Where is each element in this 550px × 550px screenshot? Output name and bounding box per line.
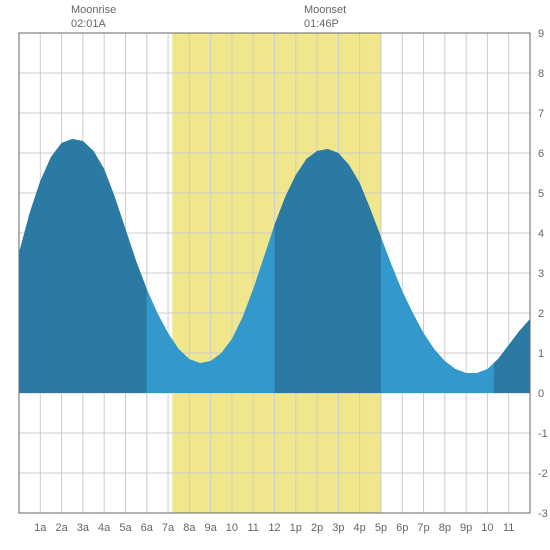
x-tick-label: 10 (481, 522, 493, 534)
x-tick-label: 2a (55, 522, 68, 534)
y-tick-label: 9 (538, 28, 544, 40)
x-tick-label: 9a (205, 522, 218, 534)
chart-svg: -3-2-101234567891a2a3a4a5a6a7a8a9a101112… (0, 0, 550, 550)
x-tick-label: 2p (311, 522, 323, 534)
x-tick-label: 1p (290, 522, 302, 534)
y-tick-label: 7 (538, 108, 544, 120)
y-tick-label: 1 (538, 348, 544, 360)
y-tick-label: 2 (538, 308, 544, 320)
x-tick-label: 1a (34, 522, 47, 534)
x-tick-label: 8p (439, 522, 451, 534)
moonset-label: Moonset 01:46P (304, 3, 346, 32)
y-tick-label: -3 (538, 508, 548, 520)
x-tick-label: 7p (417, 522, 429, 534)
x-tick-label: 12 (268, 522, 280, 534)
x-tick-label: 11 (503, 522, 514, 534)
moonrise-time: 02:01A (71, 18, 106, 30)
y-tick-label: 3 (538, 268, 544, 280)
moonset-title: Moonset (304, 4, 346, 16)
y-tick-label: 6 (538, 148, 544, 160)
y-tick-label: 8 (538, 68, 544, 80)
tide-chart: Moonrise 02:01A Moonset 01:46P -3-2-1012… (0, 0, 550, 550)
x-tick-label: 4p (354, 522, 366, 534)
x-tick-label: 5p (375, 522, 387, 534)
x-tick-label: 5a (119, 522, 132, 534)
y-tick-label: 4 (538, 228, 544, 240)
x-tick-label: 10 (226, 522, 238, 534)
y-tick-label: 0 (538, 388, 544, 400)
x-tick-label: 4a (98, 522, 111, 534)
x-tick-label: 6a (141, 522, 154, 534)
x-tick-label: 7a (162, 522, 175, 534)
x-tick-label: 11 (247, 522, 258, 534)
y-tick-label: -2 (538, 468, 548, 480)
y-tick-label: 5 (538, 188, 544, 200)
moonrise-label: Moonrise 02:01A (71, 3, 116, 32)
x-tick-label: 3p (332, 522, 344, 534)
moonrise-title: Moonrise (71, 4, 116, 16)
x-tick-label: 9p (460, 522, 472, 534)
x-tick-label: 8a (183, 522, 196, 534)
moonset-time: 01:46P (304, 18, 339, 30)
x-tick-label: 6p (396, 522, 408, 534)
x-tick-label: 3a (77, 522, 90, 534)
y-tick-label: -1 (538, 428, 548, 440)
